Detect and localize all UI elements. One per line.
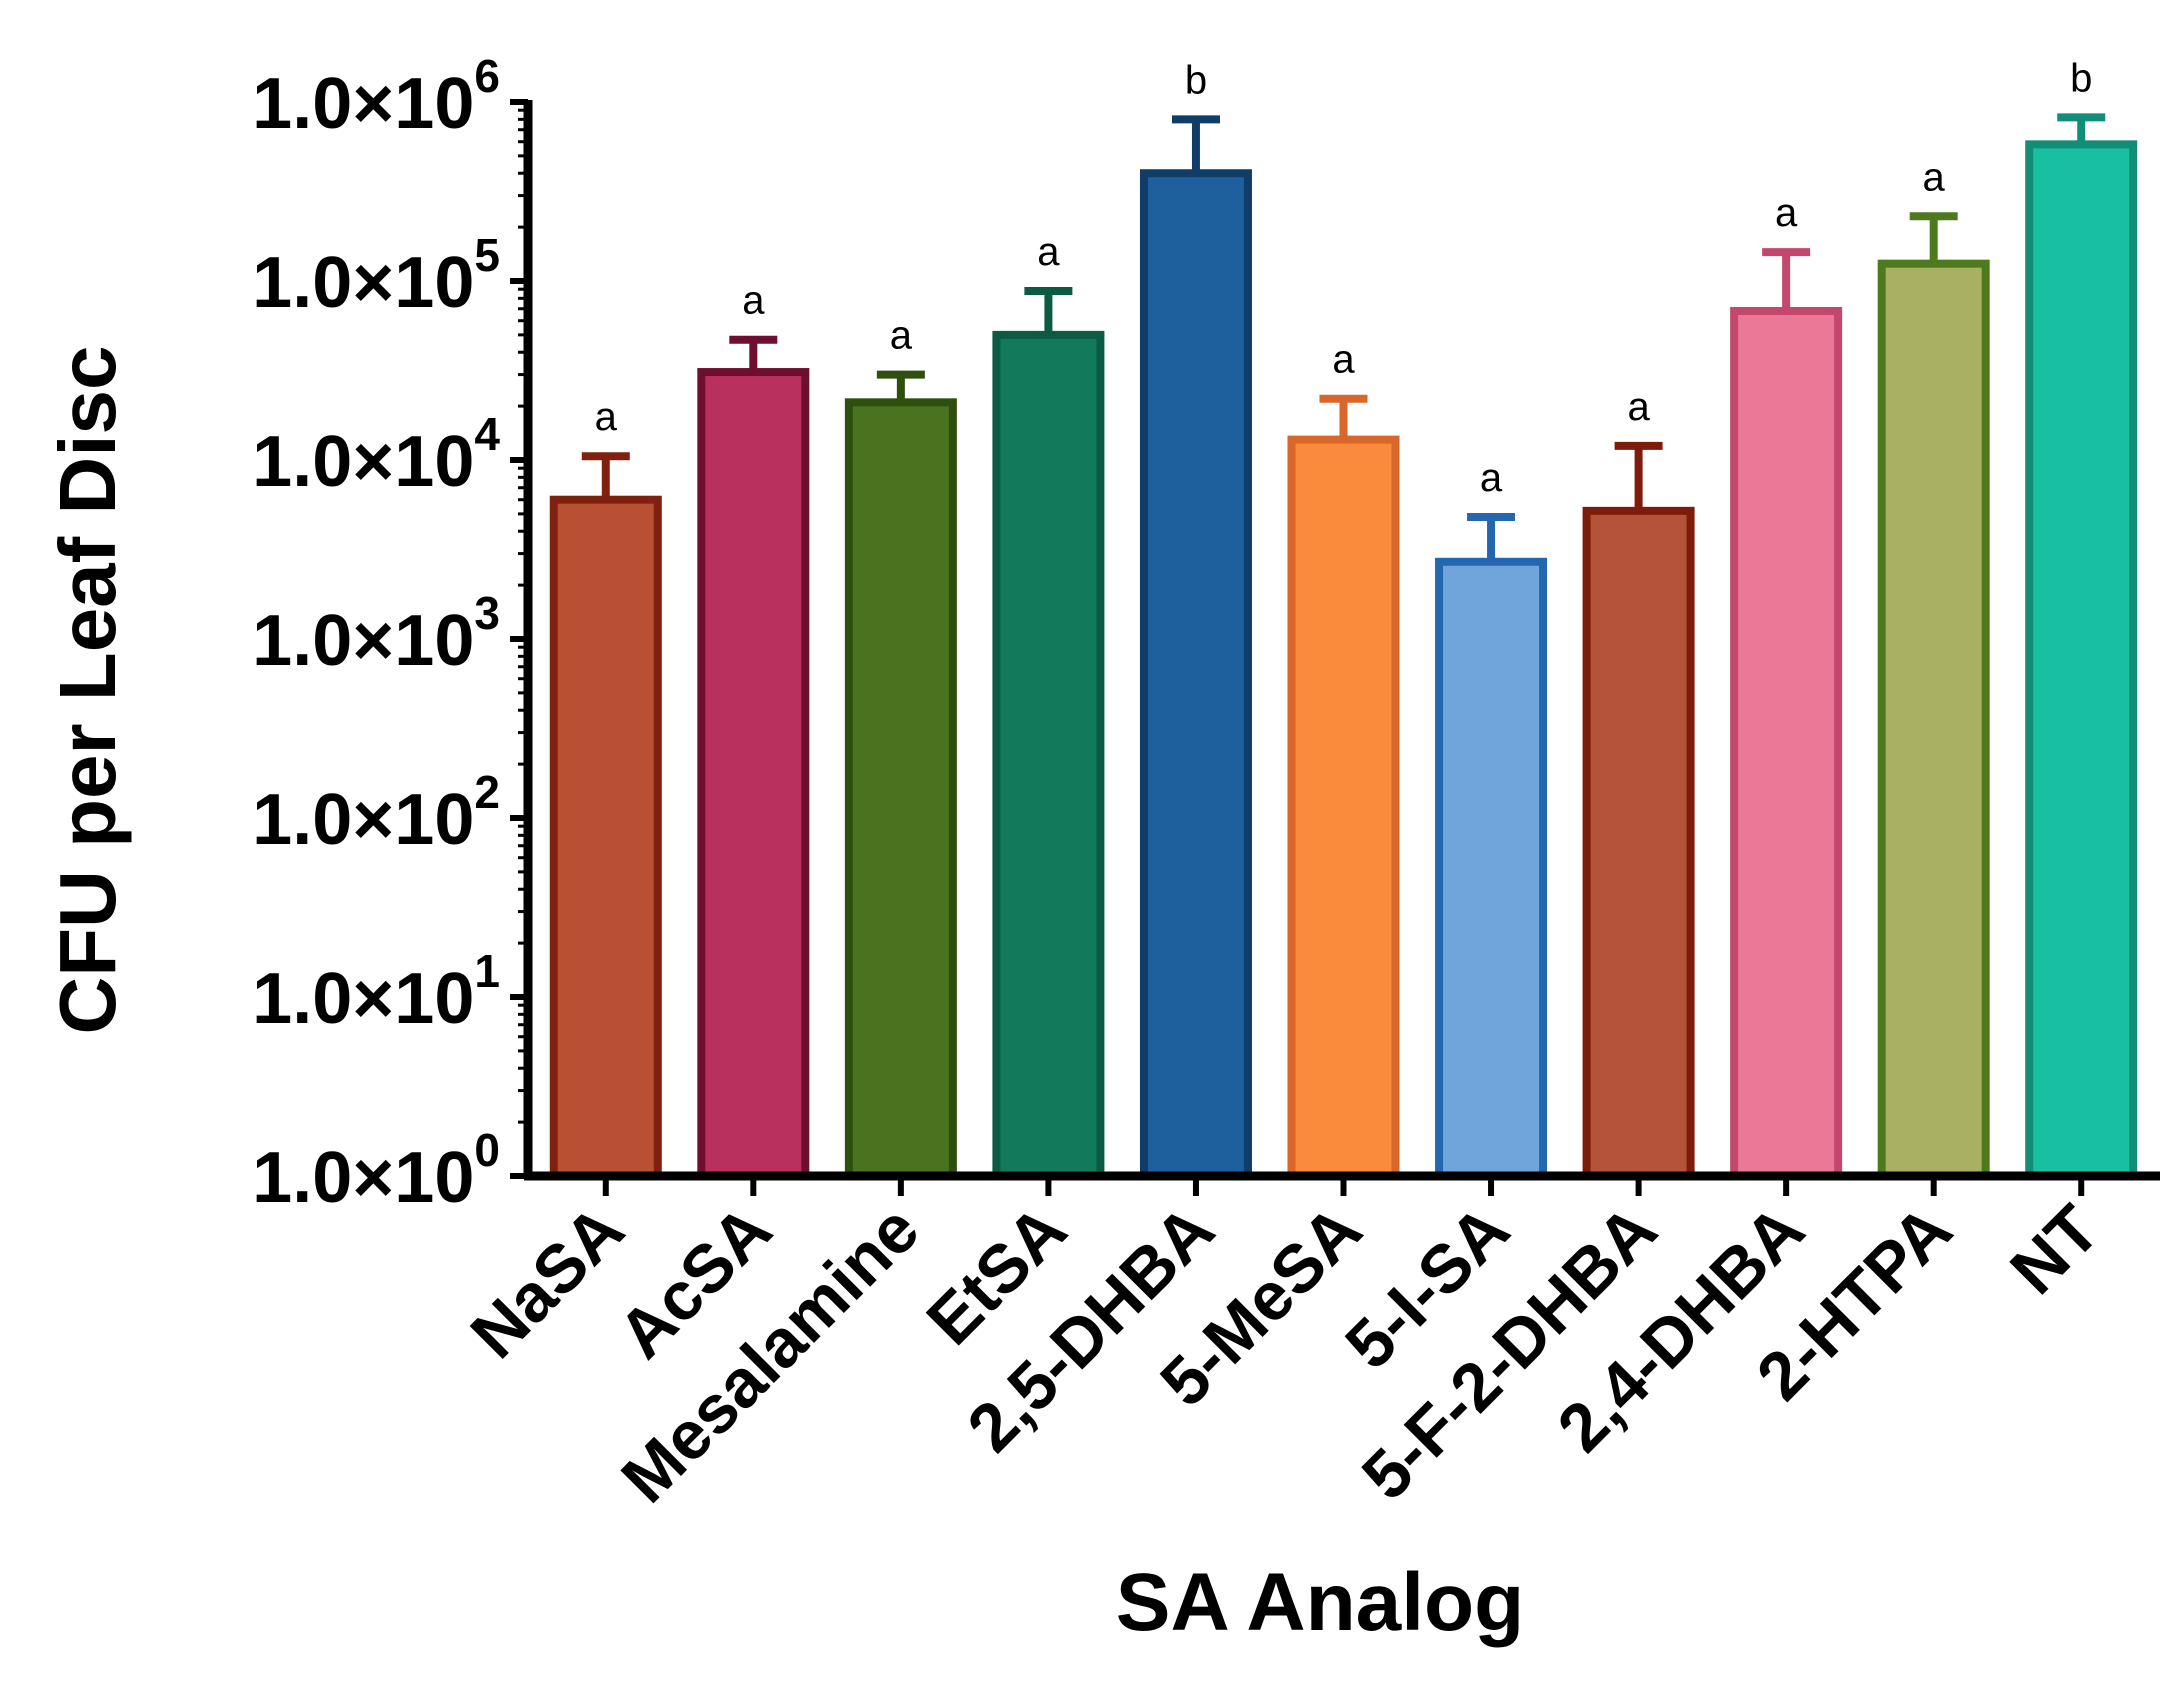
significance-letter: a xyxy=(1923,155,1946,199)
significance-letter: a xyxy=(742,279,765,323)
x-ticks-layer: NaSAAcSAMesalamineEtSA2,5-DHBA5-MeSA5-I-… xyxy=(456,1176,2114,1517)
bar xyxy=(1287,435,1400,1180)
significance-letters-layer: a a a a b a a a a a b xyxy=(595,56,2093,500)
significance-letter: a xyxy=(1480,456,1503,500)
significance-letter: a xyxy=(595,395,618,439)
bar xyxy=(1582,506,1695,1180)
bar xyxy=(844,398,957,1180)
x-axis-title: SA Analog xyxy=(1116,1557,1524,1648)
y-tick-label: 1.0×104 xyxy=(252,408,500,502)
y-tick-label: 1.0×100 xyxy=(252,1124,500,1218)
y-tick-label: 1.0×102 xyxy=(252,766,500,860)
significance-letter: a xyxy=(1627,385,1650,429)
y-ticks-layer: 1.0×100 1.0×101 1.0×102 1.0×103 1.0×104 1.0×1… xyxy=(252,50,528,1218)
significance-letter: b xyxy=(1185,58,1207,102)
bar xyxy=(1139,169,1252,1180)
bars-layer xyxy=(549,113,2138,1180)
significance-letter: a xyxy=(1037,230,1060,274)
y-axis-title: CFU per Leaf Disc xyxy=(43,345,132,1034)
bar xyxy=(1730,306,1843,1180)
bar xyxy=(1877,259,1990,1180)
bar xyxy=(1435,557,1548,1180)
x-tick-label: NaSA xyxy=(456,1191,638,1373)
y-tick-label: 1.0×106 xyxy=(252,50,500,144)
significance-letter: a xyxy=(890,314,913,358)
significance-letter: b xyxy=(2070,56,2092,100)
significance-letter: a xyxy=(1775,191,1798,235)
x-tick-label: NT xyxy=(1996,1191,2114,1309)
significance-letter: a xyxy=(1332,338,1355,382)
bar xyxy=(549,495,662,1180)
y-tick-label: 1.0×105 xyxy=(252,229,500,323)
y-tick-label: 1.0×101 xyxy=(252,945,500,1039)
bar xyxy=(2025,140,2138,1180)
bar xyxy=(992,330,1105,1180)
bar xyxy=(697,368,810,1180)
y-tick-label: 1.0×103 xyxy=(252,587,500,681)
